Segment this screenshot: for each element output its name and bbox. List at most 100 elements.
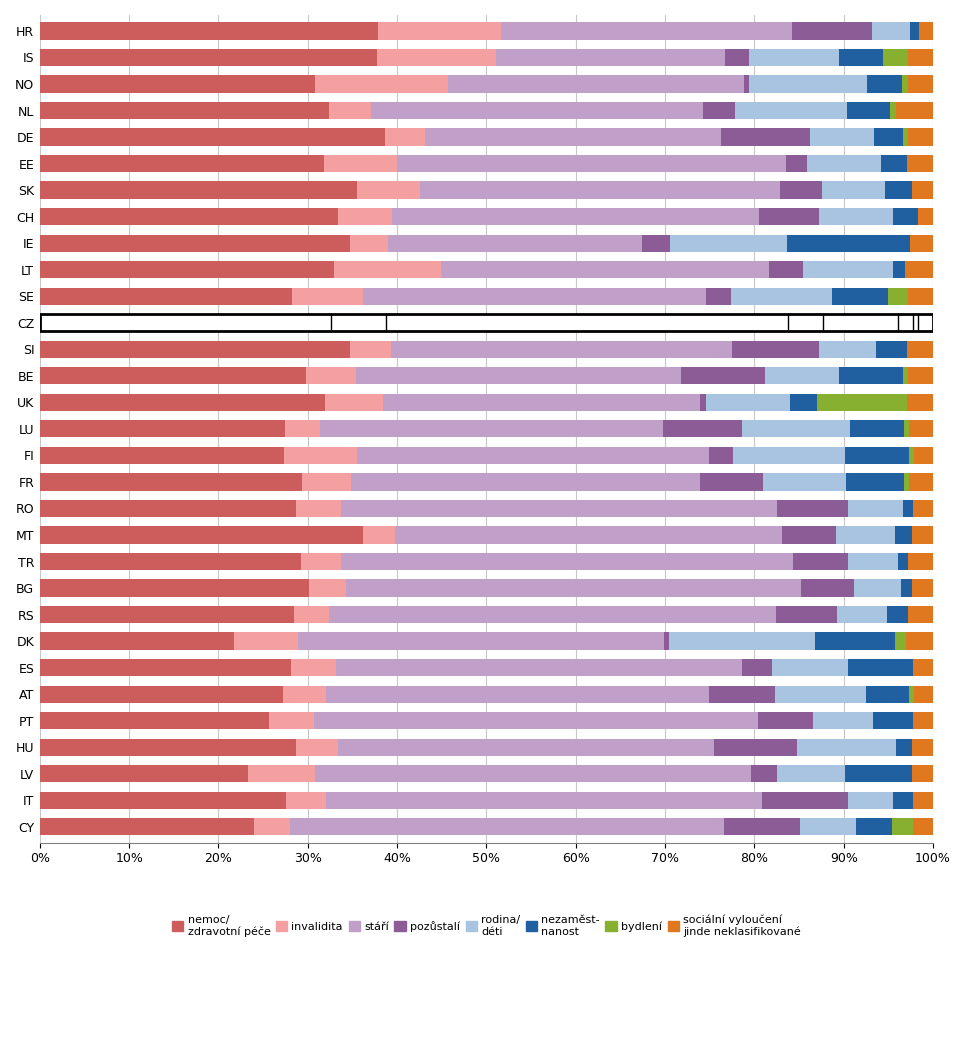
- Bar: [807, 155, 881, 172]
- Bar: [40, 606, 294, 624]
- Bar: [919, 22, 933, 40]
- Bar: [714, 738, 797, 756]
- Bar: [40, 686, 283, 702]
- Bar: [425, 128, 721, 146]
- Bar: [907, 155, 933, 172]
- Bar: [742, 420, 850, 438]
- Bar: [40, 632, 234, 650]
- Bar: [395, 526, 782, 544]
- Bar: [913, 659, 933, 676]
- Bar: [782, 526, 837, 544]
- Bar: [302, 474, 351, 490]
- Bar: [909, 446, 914, 464]
- Bar: [387, 234, 641, 252]
- Bar: [372, 102, 703, 119]
- Bar: [334, 261, 441, 278]
- Bar: [40, 155, 324, 172]
- Bar: [254, 818, 290, 836]
- Bar: [724, 49, 750, 66]
- Bar: [904, 474, 909, 490]
- Bar: [706, 394, 790, 411]
- Bar: [379, 22, 500, 40]
- Bar: [386, 314, 787, 332]
- Bar: [285, 420, 320, 438]
- Bar: [731, 340, 819, 358]
- Bar: [845, 765, 912, 782]
- Bar: [848, 553, 898, 570]
- Bar: [40, 314, 933, 332]
- Bar: [894, 208, 918, 226]
- Bar: [848, 659, 913, 676]
- Bar: [337, 738, 714, 756]
- Bar: [801, 580, 854, 596]
- Bar: [733, 446, 845, 464]
- Bar: [891, 102, 895, 119]
- Bar: [40, 314, 331, 332]
- Bar: [903, 500, 913, 517]
- Bar: [700, 474, 763, 490]
- Bar: [918, 314, 933, 332]
- Bar: [884, 49, 908, 66]
- Bar: [903, 368, 908, 384]
- Bar: [803, 261, 894, 278]
- Bar: [350, 234, 387, 252]
- Bar: [909, 474, 933, 490]
- Bar: [912, 738, 933, 756]
- Bar: [913, 792, 933, 809]
- Bar: [801, 818, 857, 836]
- Bar: [327, 686, 708, 702]
- Bar: [786, 155, 807, 172]
- Bar: [913, 500, 933, 517]
- Bar: [906, 632, 933, 650]
- Bar: [910, 22, 919, 40]
- Bar: [893, 818, 913, 836]
- Bar: [326, 792, 762, 809]
- Bar: [752, 765, 778, 782]
- Bar: [40, 49, 378, 66]
- Bar: [500, 22, 792, 40]
- Bar: [306, 368, 355, 384]
- Bar: [895, 632, 906, 650]
- Bar: [845, 446, 909, 464]
- Bar: [40, 526, 362, 544]
- Bar: [341, 553, 792, 570]
- Bar: [357, 446, 708, 464]
- Bar: [908, 368, 933, 384]
- Bar: [397, 155, 786, 172]
- Bar: [913, 314, 918, 332]
- Bar: [420, 182, 780, 198]
- Bar: [773, 659, 848, 676]
- Bar: [778, 500, 848, 517]
- Bar: [40, 474, 302, 490]
- Bar: [894, 261, 905, 278]
- Bar: [328, 102, 372, 119]
- Bar: [286, 792, 326, 809]
- Bar: [329, 606, 776, 624]
- Bar: [908, 288, 933, 304]
- Bar: [848, 500, 903, 517]
- Bar: [385, 128, 425, 146]
- Bar: [270, 712, 314, 730]
- Bar: [40, 22, 379, 40]
- Bar: [40, 792, 286, 809]
- Bar: [331, 314, 386, 332]
- Bar: [298, 632, 664, 650]
- Bar: [497, 49, 724, 66]
- Bar: [40, 368, 306, 384]
- Bar: [664, 632, 669, 650]
- Bar: [907, 340, 933, 358]
- Bar: [681, 368, 765, 384]
- Bar: [641, 234, 669, 252]
- Bar: [769, 261, 803, 278]
- Bar: [797, 738, 896, 756]
- Bar: [817, 394, 907, 411]
- Bar: [839, 368, 903, 384]
- Bar: [316, 76, 448, 92]
- Bar: [40, 818, 254, 836]
- Bar: [309, 580, 347, 596]
- Bar: [848, 792, 893, 809]
- Bar: [857, 818, 893, 836]
- Bar: [283, 686, 327, 702]
- Bar: [792, 553, 848, 570]
- Bar: [347, 580, 801, 596]
